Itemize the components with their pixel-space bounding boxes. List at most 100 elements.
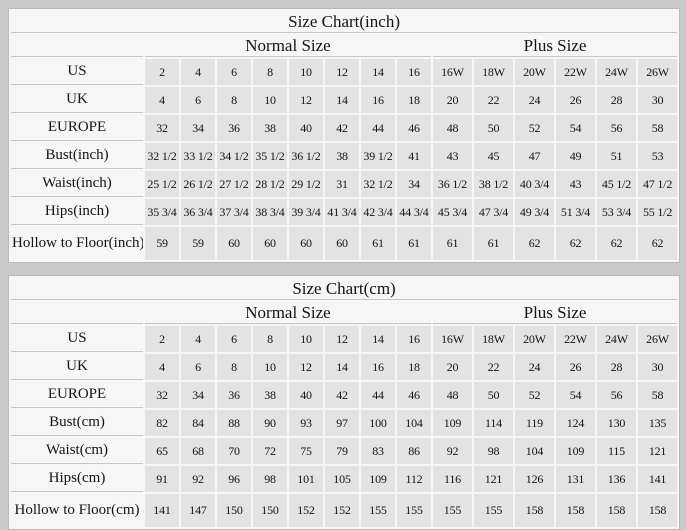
size-value-cell: 50 bbox=[474, 382, 513, 408]
size-value-cell: 42 bbox=[325, 115, 359, 141]
size-value-cell: 155 bbox=[433, 494, 472, 527]
row-label: US bbox=[11, 59, 143, 85]
size-value-cell: 6 bbox=[181, 354, 215, 380]
normal-size-header: Normal Size bbox=[145, 302, 431, 324]
size-value-cell: 121 bbox=[474, 466, 513, 492]
size-value-cell: 38 bbox=[325, 143, 359, 169]
size-value-cell: 65 bbox=[145, 438, 179, 464]
size-value-cell: 8 bbox=[253, 326, 287, 352]
size-value-cell: 30 bbox=[638, 87, 678, 113]
size-value-cell: 88 bbox=[217, 410, 251, 436]
size-value-cell: 62 bbox=[515, 227, 554, 260]
size-value-cell: 124 bbox=[556, 410, 595, 436]
size-row: Bust(inch) 32 1/2 33 1/2 34 1/2 35 1/2 36 1/2… bbox=[11, 143, 678, 169]
size-value-cell: 46 bbox=[397, 382, 431, 408]
size-value-cell: 36 1/2 bbox=[433, 171, 472, 197]
size-value-cell: 70 bbox=[217, 438, 251, 464]
size-row: US 2 4 6 8 10 12 14 16 16W 18W 20W 22W 24W 26W bbox=[11, 59, 678, 85]
size-value-cell: 135 bbox=[638, 410, 678, 436]
row-label: EUROPE bbox=[11, 382, 143, 408]
size-value-cell: 92 bbox=[433, 438, 472, 464]
size-value-cell: 155 bbox=[361, 494, 395, 527]
row-label: EUROPE bbox=[11, 115, 143, 141]
plus-size-header: Plus Size bbox=[433, 35, 678, 57]
size-value-cell: 2 bbox=[145, 326, 179, 352]
size-value-cell: 158 bbox=[638, 494, 678, 527]
size-value-cell: 52 bbox=[515, 382, 554, 408]
size-value-cell: 27 1/2 bbox=[217, 171, 251, 197]
row-label: Hips(cm) bbox=[11, 466, 143, 492]
size-value-cell: 68 bbox=[181, 438, 215, 464]
size-value-cell: 16 bbox=[361, 354, 395, 380]
size-value-cell: 14 bbox=[361, 326, 395, 352]
size-value-cell: 126 bbox=[515, 466, 554, 492]
size-value-cell: 14 bbox=[325, 87, 359, 113]
size-value-cell: 24W bbox=[597, 326, 636, 352]
size-value-cell: 150 bbox=[253, 494, 287, 527]
size-value-cell: 24 bbox=[515, 87, 554, 113]
size-value-cell: 53 bbox=[638, 143, 678, 169]
table-title: Size Chart(inch) bbox=[11, 11, 678, 33]
size-value-cell: 41 bbox=[397, 143, 431, 169]
table-body: Size Chart(cm) Normal Size Plus Size US 2… bbox=[11, 278, 678, 527]
size-value-cell: 31 bbox=[325, 171, 359, 197]
size-value-cell: 2 bbox=[145, 59, 179, 85]
size-value-cell: 8 bbox=[217, 354, 251, 380]
size-value-cell: 20 bbox=[433, 87, 472, 113]
corner-cell bbox=[11, 302, 143, 324]
size-value-cell: 39 1/2 bbox=[361, 143, 395, 169]
size-value-cell: 158 bbox=[556, 494, 595, 527]
size-row: Hips(cm) 91 92 96 98 101 105 109 112 116 121 126 131… bbox=[11, 466, 678, 492]
size-value-cell: 152 bbox=[289, 494, 323, 527]
size-value-cell: 62 bbox=[556, 227, 595, 260]
size-value-cell: 10 bbox=[289, 59, 323, 85]
size-row: UK 4 6 8 10 12 14 16 18 20 22 24 26 28 30 bbox=[11, 87, 678, 113]
size-value-cell: 60 bbox=[253, 227, 287, 260]
size-value-cell: 22W bbox=[556, 59, 595, 85]
size-value-cell: 34 1/2 bbox=[217, 143, 251, 169]
size-value-cell: 121 bbox=[638, 438, 678, 464]
plus-size-header: Plus Size bbox=[433, 302, 678, 324]
size-value-cell: 43 bbox=[556, 171, 595, 197]
size-value-cell: 52 bbox=[515, 115, 554, 141]
size-value-cell: 112 bbox=[397, 466, 431, 492]
size-value-cell: 158 bbox=[515, 494, 554, 527]
size-chart-cm-table: Size Chart(cm) Normal Size Plus Size US 2… bbox=[8, 275, 681, 530]
size-value-cell: 38 bbox=[253, 115, 287, 141]
size-value-cell: 40 3/4 bbox=[515, 171, 554, 197]
size-value-cell: 36 1/2 bbox=[289, 143, 323, 169]
group-header-row: Normal Size Plus Size bbox=[11, 35, 678, 57]
size-value-cell: 8 bbox=[253, 59, 287, 85]
size-value-cell: 20 bbox=[433, 354, 472, 380]
size-value-cell: 16 bbox=[397, 326, 431, 352]
size-value-cell: 10 bbox=[253, 354, 287, 380]
size-value-cell: 24W bbox=[597, 59, 636, 85]
table-body: Size Chart(inch) Normal Size Plus Size U… bbox=[11, 11, 678, 260]
size-value-cell: 6 bbox=[217, 326, 251, 352]
size-row: Hips(inch) 35 3/4 36 3/4 37 3/4 38 3/4 39 3/4… bbox=[11, 199, 678, 225]
size-value-cell: 131 bbox=[556, 466, 595, 492]
size-value-cell: 28 1/2 bbox=[253, 171, 287, 197]
row-label: Hollow to Floor(inch) bbox=[11, 227, 143, 260]
size-value-cell: 136 bbox=[597, 466, 636, 492]
row-label: Hollow to Floor(cm) bbox=[11, 494, 143, 527]
size-value-cell: 60 bbox=[325, 227, 359, 260]
size-value-cell: 109 bbox=[361, 466, 395, 492]
size-value-cell: 12 bbox=[289, 354, 323, 380]
size-value-cell: 141 bbox=[145, 494, 179, 527]
size-value-cell: 75 bbox=[289, 438, 323, 464]
row-label: Bust(inch) bbox=[11, 143, 143, 169]
size-value-cell: 119 bbox=[515, 410, 554, 436]
size-value-cell: 105 bbox=[325, 466, 359, 492]
size-value-cell: 47 bbox=[515, 143, 554, 169]
size-value-cell: 155 bbox=[397, 494, 431, 527]
size-value-cell: 10 bbox=[253, 87, 287, 113]
size-value-cell: 62 bbox=[638, 227, 678, 260]
size-value-cell: 46 bbox=[397, 115, 431, 141]
size-value-cell: 91 bbox=[145, 466, 179, 492]
title-row: Size Chart(cm) bbox=[11, 278, 678, 300]
size-value-cell: 18 bbox=[397, 87, 431, 113]
size-value-cell: 42 bbox=[325, 382, 359, 408]
size-value-cell: 16 bbox=[361, 87, 395, 113]
size-value-cell: 104 bbox=[515, 438, 554, 464]
